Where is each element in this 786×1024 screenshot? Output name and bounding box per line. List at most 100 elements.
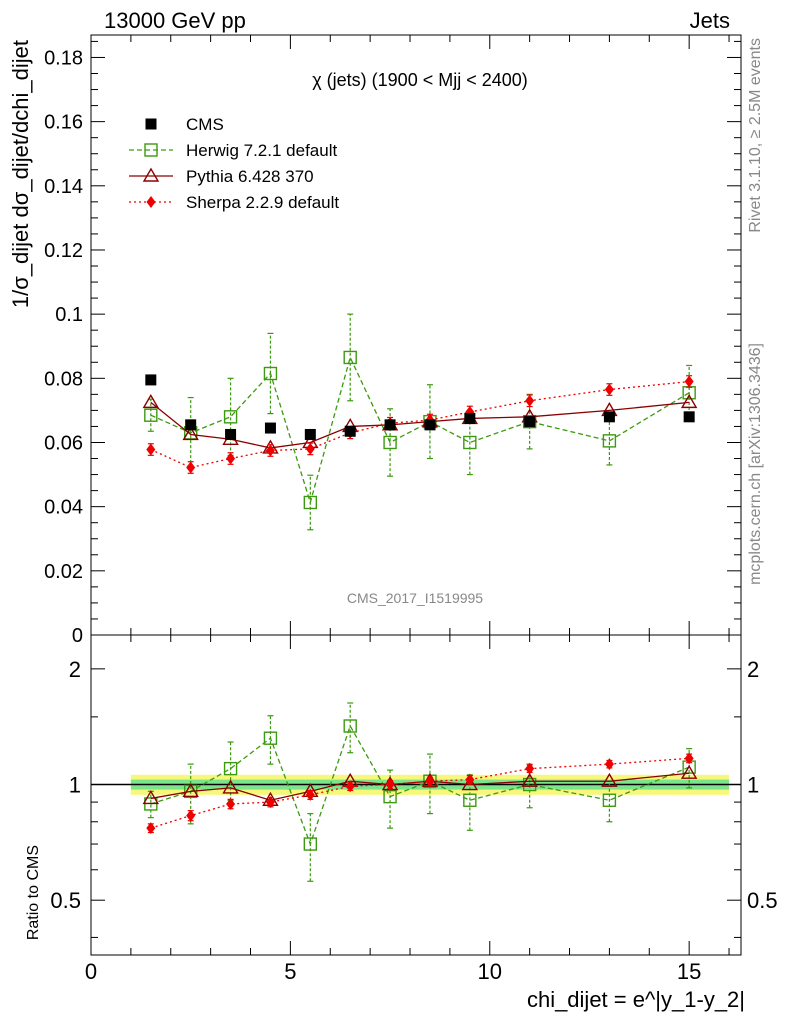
y-tick-label: 0.06	[44, 432, 83, 454]
data-point	[601, 772, 618, 787]
mcplots-label: mcplots.cern.ch [arXiv:1306.3436]	[747, 343, 764, 585]
header-left: 13000 GeV pp	[104, 8, 246, 33]
data-point	[345, 780, 355, 793]
main-series-pythia	[142, 393, 698, 454]
ratio-y-tick-label: 0.5	[50, 888, 81, 913]
data-point	[383, 435, 397, 450]
legend-item: Herwig 7.2.1 default	[129, 141, 337, 160]
data-point	[680, 764, 698, 779]
data-point	[521, 772, 538, 787]
data-point	[303, 495, 318, 510]
series-line	[150, 772, 690, 801]
data-point	[465, 773, 475, 786]
data-point	[223, 761, 238, 776]
data-point	[146, 822, 156, 835]
x-tick-label: 5	[284, 959, 296, 984]
y-tick-label: 0.18	[44, 47, 83, 69]
ratio-xlabel: chi_dijet = e^|y_1-y_2|	[527, 987, 745, 1012]
data-point	[344, 425, 356, 437]
ratio-y-tick-label-right: 2	[747, 657, 759, 682]
rivet-label: Rivet 3.1.10, ≥ 2.5M events	[747, 38, 764, 233]
data-point	[303, 837, 318, 851]
y-tick-label: 0.1	[55, 304, 83, 326]
series-line	[150, 401, 690, 449]
main-axes: 0 0.02 0.04 0.06 0.08 0.1 0.12 0.14 0.16 0.18	[44, 35, 741, 647]
x-tick-label: 0	[85, 959, 97, 984]
data-point	[265, 444, 275, 457]
legend-marker	[145, 118, 157, 130]
legend-label: Sherpa 2.2.9 default	[186, 193, 339, 212]
ratio-series	[142, 702, 698, 882]
ratio-y-tick-label-right: 1	[747, 773, 759, 798]
legend-item: CMS	[145, 115, 224, 134]
data-point	[524, 416, 536, 428]
main-series-sherpa	[146, 375, 694, 474]
legend-marker	[144, 143, 158, 157]
data-point	[225, 428, 237, 440]
legend-marker	[146, 196, 156, 208]
main-plot-title: χ (jets) (1900 < Mjj < 2400)	[312, 70, 528, 90]
data-point	[146, 443, 156, 456]
main-plot: 0 0.02 0.04 0.06 0.08 0.1 0.12 0.14 0.16 0.18 χ (…	[8, 34, 742, 647]
data-point	[464, 412, 476, 424]
data-point	[186, 461, 196, 474]
data-point	[463, 793, 477, 807]
legend: CMS Herwig 7.2.1 default Pythia 6.428 370 S…	[129, 115, 339, 212]
analysis-watermark: CMS_2017_I1519995	[347, 590, 483, 606]
data-point	[182, 426, 199, 441]
y-tick-label: 0.14	[44, 176, 83, 198]
ratio-y-tick-label: 2	[69, 657, 81, 682]
data-point	[603, 411, 615, 423]
legend-marker	[142, 167, 160, 182]
data-point	[602, 434, 617, 448]
y-tick-label: 0.02	[44, 561, 83, 583]
ratio-plot-frame	[90, 634, 742, 956]
main-series-cms	[145, 374, 695, 440]
data-point	[525, 762, 535, 775]
data-point	[226, 797, 236, 810]
data-point	[263, 366, 278, 381]
data-point	[142, 393, 160, 409]
data-point	[384, 419, 396, 431]
data-point	[264, 422, 276, 434]
data-point	[343, 719, 357, 733]
data-point	[525, 394, 535, 407]
header-right: Jets	[690, 8, 730, 33]
y-tick-label: 0	[72, 625, 83, 647]
data-point	[604, 758, 614, 771]
y-tick-label: 0.12	[44, 240, 83, 262]
data-point	[463, 435, 477, 450]
data-point	[305, 788, 315, 801]
legend-label: Herwig 7.2.1 default	[186, 141, 337, 160]
main-series	[142, 313, 698, 531]
data-point	[385, 778, 395, 791]
series-line	[150, 355, 690, 505]
ratio-plot: 0.5 0.5 1 1 2 2 0 5 10 15 Ratio to CMS chi_dijet …	[25, 634, 778, 1012]
data-point	[263, 731, 278, 745]
data-point	[602, 793, 617, 807]
data-point	[684, 375, 694, 388]
data-point	[186, 809, 196, 822]
data-point	[424, 419, 436, 431]
y-tick-label: 0.08	[44, 368, 83, 390]
data-point	[683, 411, 695, 423]
main-ylabel: 1/σ_dijet dσ_dijet/dchi_dijet	[8, 40, 33, 308]
ratio-series-sherpa	[146, 752, 694, 835]
y-tick-label: 0.16	[44, 112, 83, 134]
ratio-ylabel: Ratio to CMS	[25, 845, 42, 940]
legend-item: Pythia 6.428 370	[129, 167, 314, 186]
data-point	[185, 419, 197, 431]
data-point	[425, 775, 435, 788]
legend-label: CMS	[186, 115, 224, 134]
legend-label: Pythia 6.428 370	[186, 167, 314, 186]
x-tick-label: 10	[478, 959, 502, 984]
ratio-y-tick-label: 1	[69, 773, 81, 798]
data-point	[604, 383, 614, 396]
data-point	[684, 752, 694, 765]
data-point	[680, 393, 698, 409]
x-tick-label: 15	[677, 959, 701, 984]
data-point	[182, 782, 199, 798]
data-point	[222, 779, 239, 794]
data-point	[265, 796, 275, 809]
data-point	[226, 452, 236, 465]
